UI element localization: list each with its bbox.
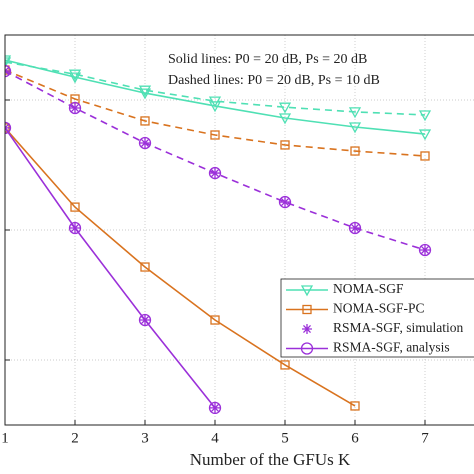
marker: [140, 262, 150, 272]
marker: [5, 55, 12, 67]
marker: [210, 315, 220, 325]
legend-label: RSMA-SGF, simulation: [333, 320, 463, 335]
legend-label: RSMA-SGF, analysis: [333, 340, 450, 355]
marker: [70, 202, 80, 212]
marker: [300, 285, 314, 297]
x-tick-label: 2: [71, 430, 79, 446]
legend-label: NOMA-SGF: [333, 281, 404, 296]
marker: [138, 136, 152, 150]
marker: [5, 57, 12, 69]
marker: [68, 72, 82, 84]
marker: [348, 221, 362, 235]
marker: [5, 121, 12, 135]
marker: [302, 304, 312, 315]
legend: NOMA-SGF NOMA-SGF-PC RSMA-SGF, simulation R…: [280, 278, 474, 358]
marker: [348, 107, 362, 119]
marker: [5, 64, 12, 78]
marker: [208, 401, 222, 415]
marker: [138, 313, 152, 327]
series-line: [5, 69, 426, 157]
marker: [138, 85, 152, 97]
plot-area: [5, 55, 432, 415]
marker: [280, 360, 290, 370]
marker: [350, 146, 360, 156]
series-line: [5, 127, 356, 407]
marker: [302, 324, 312, 334]
marker: [418, 243, 432, 257]
marker: [278, 102, 292, 114]
marker: [138, 88, 152, 100]
series-line: [5, 127, 216, 409]
marker: [68, 221, 82, 235]
marker: [350, 401, 360, 411]
series-line: [5, 61, 426, 116]
marker: [208, 166, 222, 180]
marker: [140, 116, 150, 126]
annotation: Solid lines: P0 = 20 dB, Ps = 20 dB: [168, 52, 367, 67]
x-tick-label: 4: [211, 430, 219, 446]
marker: [280, 197, 290, 208]
x-tick-label: 5: [281, 430, 289, 446]
marker: [280, 140, 290, 150]
marker: [68, 69, 82, 81]
annotation: Dashed lines: P0 = 20 dB, Ps = 10 dB: [168, 73, 380, 88]
x-tick-label: 7: [421, 430, 429, 446]
marker: [208, 101, 222, 113]
legend-label: NOMA-SGF-PC: [333, 301, 425, 316]
x-tick-label: 6: [351, 430, 359, 446]
legend-box: [280, 278, 474, 358]
x-tick-label: 1: [1, 430, 9, 446]
ticks: 1 2 3 4 5 6 7: [1, 99, 429, 446]
marker: [418, 110, 432, 122]
x-tick-label: 3: [141, 430, 149, 446]
marker: [420, 151, 430, 161]
marker: [418, 129, 432, 141]
marker: [68, 101, 82, 115]
marker: [5, 65, 10, 75]
marker: [210, 130, 220, 140]
series-line: [5, 70, 426, 251]
marker: [70, 102, 80, 113]
marker: [348, 122, 362, 134]
marker: [208, 96, 222, 108]
marker: [278, 113, 292, 125]
x-axis-label: Number of the GFUs K: [190, 450, 351, 469]
marker: [278, 195, 292, 209]
marker: [300, 342, 314, 355]
